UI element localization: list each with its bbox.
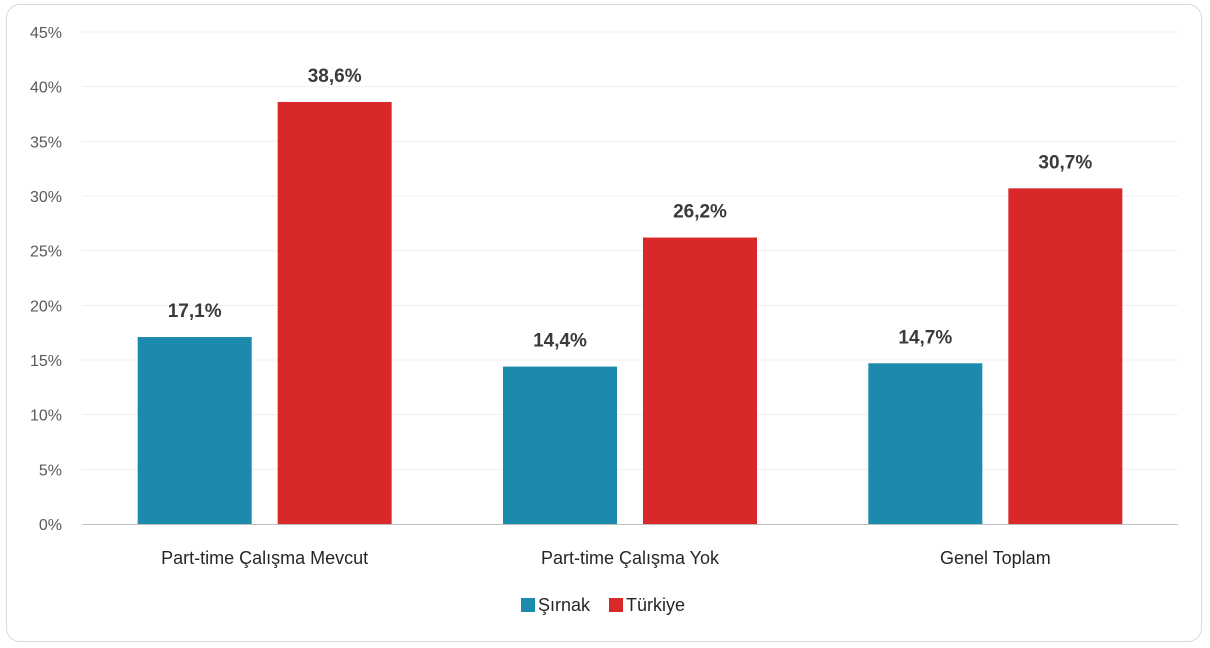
legend-swatch bbox=[521, 598, 535, 612]
data-labels: 17,1% 38,6% 14,4% 26,2% 14,7% 30,7% bbox=[168, 66, 1093, 352]
data-label: 26,2% bbox=[673, 202, 727, 223]
legend-item-turkiye: Türkiye bbox=[609, 595, 685, 615]
legend-swatch bbox=[609, 598, 623, 612]
y-tick-label: 30% bbox=[30, 189, 62, 206]
bar-turkiye bbox=[643, 237, 757, 524]
legend-item-sirnak: Şırnak bbox=[521, 595, 591, 615]
x-category-label: Genel Toplam bbox=[940, 548, 1051, 568]
bar-sirnak bbox=[137, 337, 252, 524]
data-label: 14,4% bbox=[533, 331, 587, 352]
bar-turkiye bbox=[1008, 188, 1123, 524]
x-axis-labels: Part-time Çalışma Mevcut Part-time Çalışm… bbox=[161, 548, 1051, 568]
data-label: 14,7% bbox=[898, 327, 952, 348]
y-tick-label: 15% bbox=[30, 353, 62, 370]
data-label: 38,6% bbox=[308, 66, 362, 87]
y-tick-label: 20% bbox=[30, 298, 62, 315]
legend: Şırnak Türkiye bbox=[521, 595, 685, 615]
y-tick-label: 25% bbox=[30, 244, 62, 261]
y-tick-label: 5% bbox=[39, 462, 62, 479]
y-tick-label: 45% bbox=[30, 25, 62, 42]
legend-label: Türkiye bbox=[626, 595, 685, 615]
y-tick-label: 0% bbox=[39, 517, 62, 534]
bar-turkiye bbox=[277, 101, 392, 525]
x-category-label: Part-time Çalışma Yok bbox=[541, 548, 720, 568]
bar-sirnak bbox=[868, 363, 983, 524]
legend-label: Şırnak bbox=[538, 595, 591, 615]
y-tick-label: 40% bbox=[30, 80, 62, 97]
y-tick-label: 35% bbox=[30, 134, 62, 151]
bars bbox=[137, 101, 1123, 525]
y-axis-ticks: 0% 5% 10% 15% 20% 25% 30% 35% 40% 45% bbox=[30, 25, 62, 534]
data-label: 17,1% bbox=[168, 301, 222, 322]
data-label: 30,7% bbox=[1038, 152, 1092, 173]
chart-frame bbox=[6, 4, 1202, 642]
y-tick-label: 10% bbox=[30, 408, 62, 425]
x-category-label: Part-time Çalışma Mevcut bbox=[161, 548, 368, 568]
bar-sirnak bbox=[503, 366, 617, 524]
gridlines bbox=[82, 31, 1178, 470]
